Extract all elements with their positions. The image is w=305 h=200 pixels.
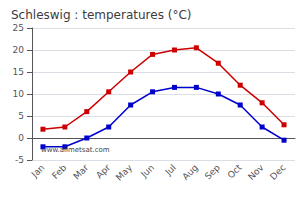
svg-text:10: 10 [13,89,25,99]
svg-text:Oct: Oct [226,162,244,180]
svg-text:Feb: Feb [50,162,69,181]
svg-text:Apr: Apr [94,162,112,180]
svg-text:0: 0 [18,133,24,143]
svg-text:Sep: Sep [203,162,222,181]
svg-text:25: 25 [13,23,24,33]
svg-text:May: May [114,162,135,183]
svg-text:20: 20 [13,45,25,55]
svg-text:Aug: Aug [180,162,199,181]
svg-text:Jun: Jun [138,162,156,180]
svg-text:Schleswig : temperatures (°C): Schleswig : temperatures (°C) [11,8,191,22]
svg-text:Dec: Dec [268,162,287,181]
svg-text:Mar: Mar [71,162,90,181]
svg-text:5: 5 [18,111,24,121]
svg-text:Jan: Jan [29,162,47,180]
svg-text:-5: -5 [15,155,24,165]
svg-text:www.allmetsat.com: www.allmetsat.com [41,146,110,154]
svg-text:Nov: Nov [246,162,266,182]
svg-text:15: 15 [13,67,24,77]
svg-text:Jul: Jul [163,162,178,177]
